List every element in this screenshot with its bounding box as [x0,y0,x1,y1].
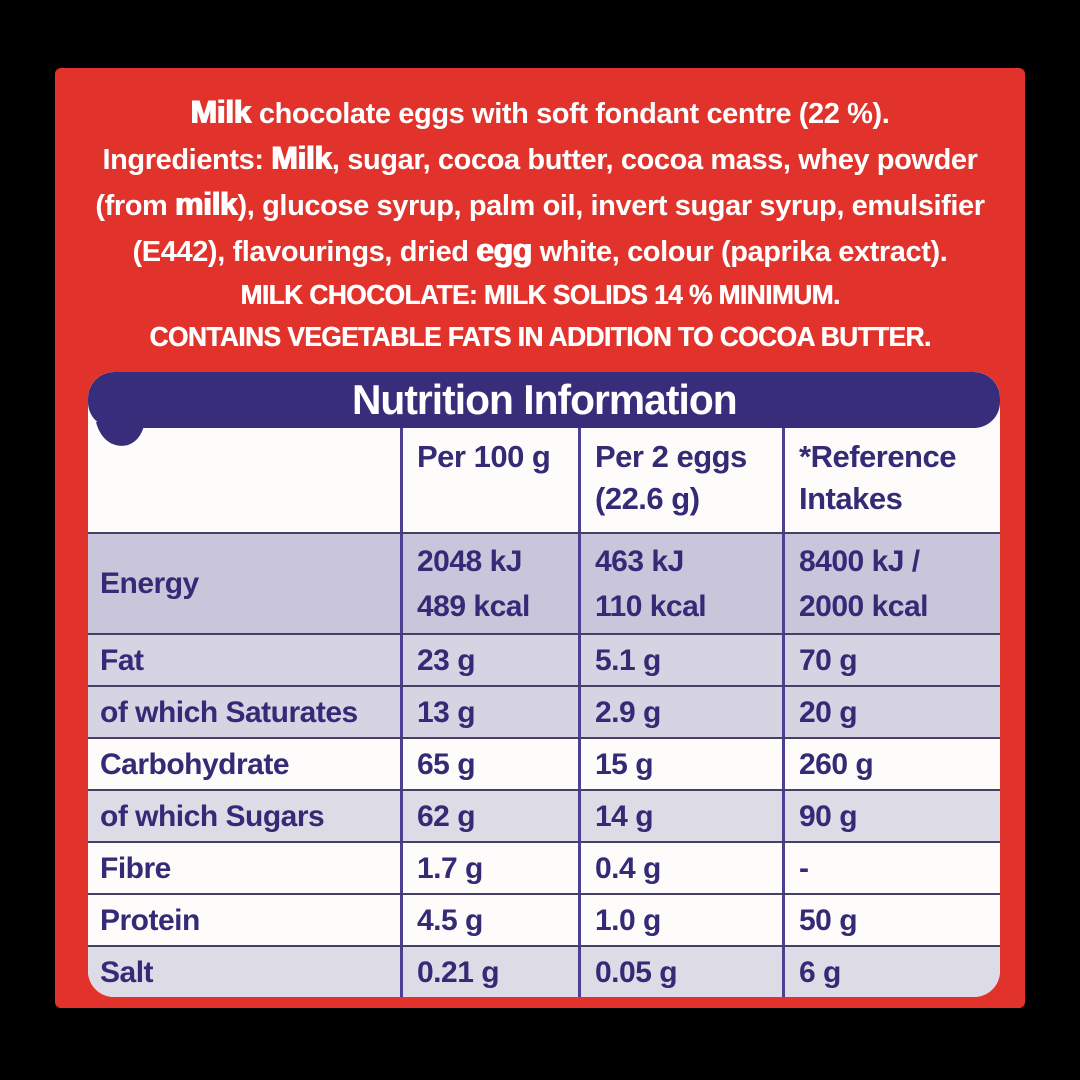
nutrient-label: of which Saturates [100,695,358,729]
nutrient-value: 0.05 g [578,947,782,997]
nutrient-value: 6 g [782,947,1000,997]
nutrient-label: Fibre [100,851,171,885]
allergen-text: Milk [190,94,252,130]
nutrient-label: Energy [100,567,199,600]
nutrient-value: 23 g [400,635,578,685]
nutrient-value: 1.7 g [400,843,578,893]
nutrient-value: 2048 kJ 489 kcal [400,534,578,633]
nutrient-value: 8400 kJ /2000 kcal [782,534,1000,633]
nutrition-table-body: Energy 2048 kJ 489 kcal 463 kJ 110 kcal 8400 … [88,532,1000,997]
column-header: *Reference Intakes [782,428,1000,532]
column-header: Per 100 g [400,428,578,532]
nutrient-value: 260 g [782,739,1000,789]
ingredient-text: Ingredients: [102,144,272,176]
nutrition-table-header: Per 100 g Per 2 eggs (22.6 g) *Reference Int… [88,428,1000,532]
label-background: Milk chocolate eggs with soft fondant ce… [55,68,1025,1008]
ingredients-text: Milk chocolate eggs with soft fondant ce… [55,90,1025,358]
ingredient-text: (from [95,190,176,222]
nutrient-value: 50 g [782,895,1000,945]
banner-tail-shape [96,422,145,446]
nutrient-value: 0.21 g [400,947,578,997]
column-header: Per 2 eggs (22.6 g) [578,428,782,532]
ingredient-text: chocolate eggs with soft fondant centre … [251,98,890,130]
nutrition-row: Energy 2048 kJ 489 kcal 463 kJ 110 kcal 8400 … [88,532,1000,633]
nutrient-value: 1.0 g [578,895,782,945]
allergen-text: egg [476,232,532,268]
ingredients-line: (E442), flavourings, dried egg white, co… [55,228,1025,274]
nutrient-value: 65 g [400,739,578,789]
nutrient-value: 20 g [782,687,1000,737]
nutrition-row: of which Sugars 62 g 14 g 90 g [88,789,1000,841]
nutrient-value: 463 kJ 110 kcal [578,534,782,633]
nutrient-label: Fat [100,643,144,677]
nutrition-panel: Nutrition Information Per 100 g Per 2 egg… [88,372,1000,997]
nutrient-value: 2.9 g [578,687,782,737]
nutrient-value: 14 g [578,791,782,841]
allergen-text: milk [175,186,238,222]
nutrition-row: of which Saturates 13 g 2.9 g 20 g [88,685,1000,737]
nutrient-label: Carbohydrate [100,747,290,781]
allergen-text: Milk [271,140,332,176]
nutrient-value: - [782,843,1000,893]
nutrient-value: 62 g [400,791,578,841]
ingredient-text: , sugar, cocoa butter, cocoa mass, whey … [331,144,978,176]
nutrient-label: Salt [100,955,154,989]
ingredient-text: CONTAINS VEGETABLE FATS IN ADDITION TO C… [149,321,931,352]
nutrient-value: 5.1 g [578,635,782,685]
ingredients-line: (from milk), glucose syrup, palm oil, in… [55,182,1025,228]
ingredients-line: Ingredients: Milk, sugar, cocoa butter, … [55,136,1025,182]
nutrient-label: of which Sugars [100,799,325,833]
ingredients-line: CONTAINS VEGETABLE FATS IN ADDITION TO C… [84,316,996,358]
ingredient-text: (E442), flavourings, dried [132,236,477,268]
nutrition-row: Fat 23 g 5.1 g 70 g [88,633,1000,685]
nutrient-value: 0.4 g [578,843,782,893]
nutrient-value: 13 g [400,687,578,737]
ingredients-line: Milk chocolate eggs with soft fondant ce… [55,90,1025,136]
ingredients-line: MILK CHOCOLATE: MILK SOLIDS 14 % MINIMUM… [84,274,996,316]
nutrition-row: Protein 4.5 g 1.0 g 50 g [88,893,1000,945]
nutrient-value: 15 g [578,739,782,789]
nutrient-value: 70 g [782,635,1000,685]
nutrition-row: Fibre 1.7 g 0.4 g- [88,841,1000,893]
nutrient-value: 90 g [782,791,1000,841]
nutrient-label: Protein [100,903,200,937]
nutrition-row: Carbohydrate 65 g 15 g 260 g [88,737,1000,789]
nutrition-title: Nutrition Information [351,376,738,423]
nutrient-value: 4.5 g [400,895,578,945]
ingredient-text: ), glucose syrup, palm oil, invert sugar… [237,190,986,222]
nutrition-title-banner: Nutrition Information [88,372,1000,446]
ingredient-text: MILK CHOCOLATE: MILK SOLIDS 14 % MINIMUM… [240,279,840,310]
ingredient-text: white, colour (paprika extract). [531,236,948,268]
